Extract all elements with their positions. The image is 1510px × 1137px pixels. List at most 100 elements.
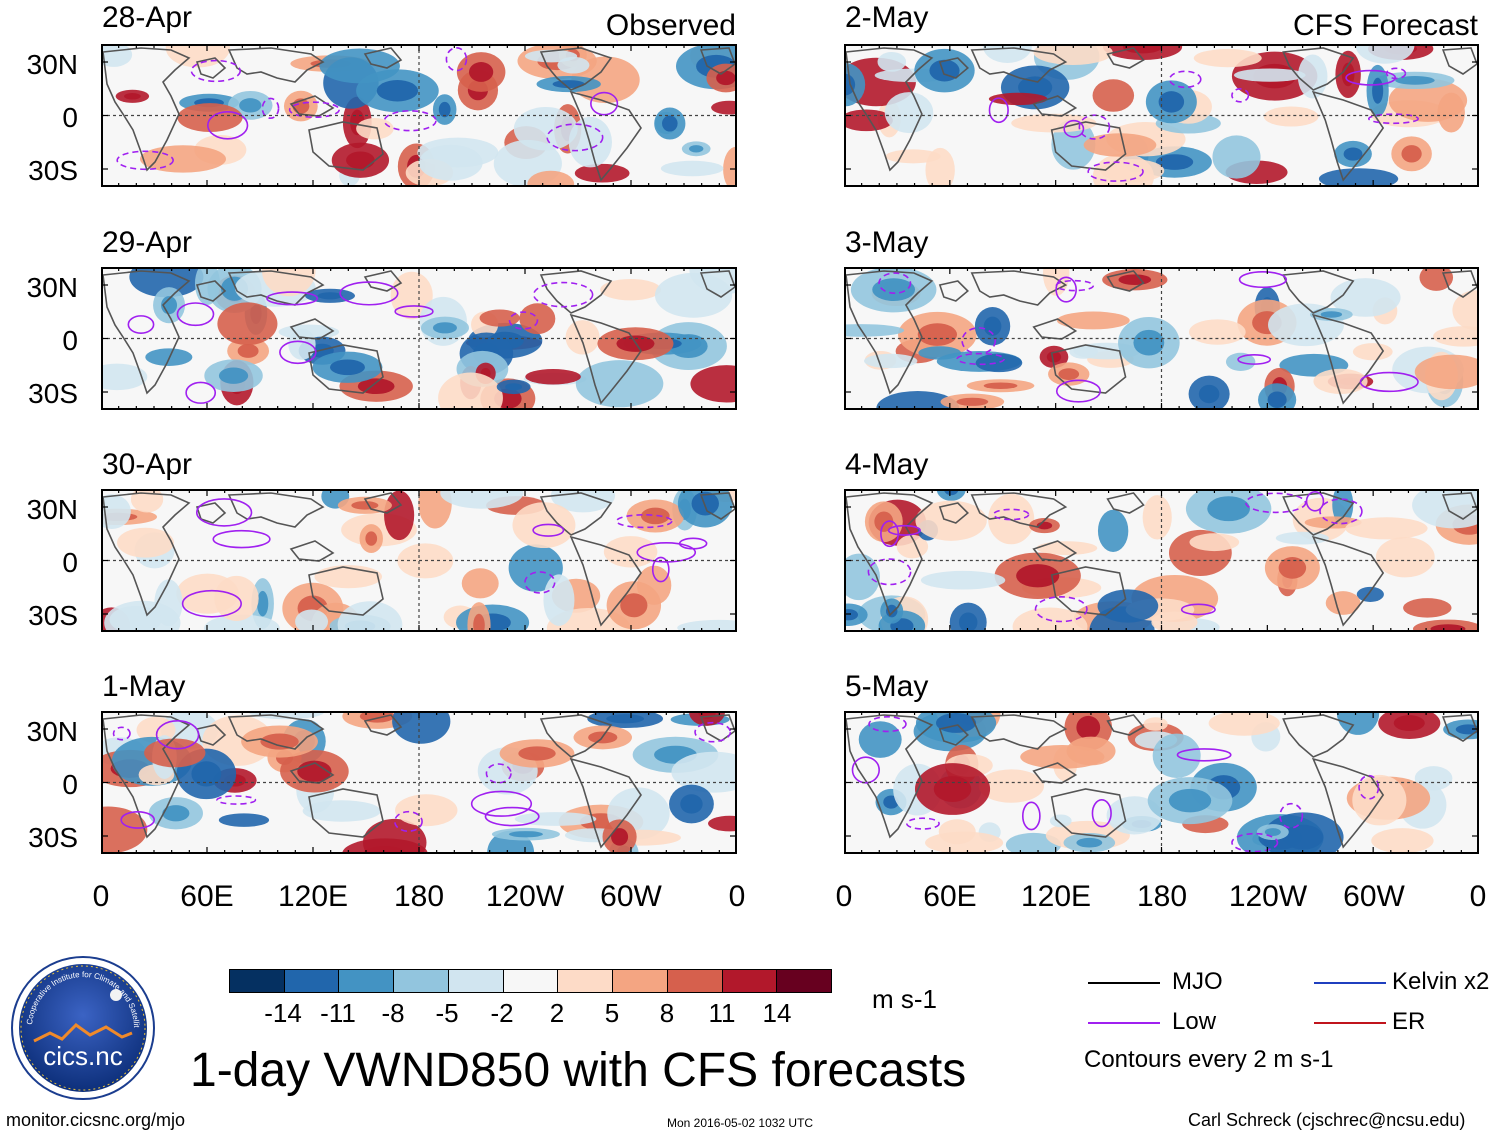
colorbar-tick: 5: [604, 998, 620, 1028]
wind-anomaly-blob: [876, 390, 960, 410]
wind-anomaly-blob: [1233, 68, 1306, 82]
map-panel-30apr: [101, 489, 737, 632]
legend-low-line: [1088, 1022, 1160, 1024]
colorbar-swatch: [503, 970, 559, 992]
colorbar-tick: -2: [490, 998, 514, 1028]
wind-anomaly-blob: [177, 103, 243, 132]
wind-anomaly-blob: [603, 536, 658, 568]
wind-anomaly-blob: [384, 490, 415, 541]
legend-mjo-label: MJO: [1172, 968, 1223, 995]
contour-note: Contours every 2 m s-1: [1084, 1046, 1334, 1073]
wind-anomaly-blob: [319, 48, 400, 84]
wind-anomaly-blob: [844, 109, 893, 132]
wind-anomaly-blob: [1403, 598, 1452, 618]
colorbar-tick: 8: [659, 998, 675, 1028]
wind-anomaly-blob: [362, 818, 427, 854]
lat-label-30s: 30S: [28, 600, 78, 631]
panel-date-29apr: 29-Apr: [102, 226, 193, 259]
wind-anomaly-blob: [101, 494, 131, 529]
colorbar-tick: 14: [762, 998, 792, 1028]
wind-anomaly-blob: [677, 619, 737, 632]
wind-anomaly-blob: [690, 365, 737, 403]
lat-label-30n: 30N: [26, 716, 78, 747]
lat-label-30s: 30S: [28, 822, 78, 853]
wind-anomaly-blob: [1452, 290, 1479, 331]
wind-anomaly-blob: [1143, 717, 1168, 731]
wind-anomaly-blob: [514, 812, 597, 826]
colorbar-units: m s-1: [872, 984, 937, 1014]
legend-er-line: [1314, 1022, 1386, 1024]
wind-anomaly-blob: [1056, 311, 1130, 330]
wind-anomaly-blob: [525, 369, 581, 385]
lon-label-60w: 60W: [600, 880, 662, 913]
wind-anomaly-blob: [129, 267, 204, 298]
lat-label-30s: 30S: [28, 378, 78, 409]
wind-anomaly-blob: [574, 163, 630, 183]
wind-anomaly-blob: [711, 100, 737, 115]
lon-label-180: 180: [393, 880, 445, 913]
colorbar-tick: -8: [381, 998, 405, 1028]
wind-anomaly-blob: [527, 170, 575, 187]
panel-date-4may: 4-May: [845, 448, 929, 481]
lon-label-0: 0: [92, 880, 110, 913]
wind-anomaly-blob: [925, 831, 1004, 854]
wind-anomaly-blob: [1356, 586, 1384, 602]
map-panel-3may: [844, 267, 1479, 410]
map-panel-2may: [844, 44, 1479, 187]
colorbar-swatch: [558, 970, 614, 992]
wind-anomaly-blob: [1083, 133, 1157, 157]
lon-label-120w: 120W: [1228, 880, 1308, 913]
wind-anomaly-blob: [1066, 736, 1116, 766]
panel-date-28apr: 28-Apr: [102, 1, 193, 34]
svg-text:cics.nc: cics.nc: [43, 1041, 122, 1071]
lat-label-eq: 0: [62, 325, 78, 356]
lon-label-360: 0: [1469, 880, 1487, 913]
wind-anomaly-blob: [1352, 343, 1393, 361]
lon-label-60e: 60E: [180, 880, 234, 913]
wind-anomaly-blob: [461, 568, 499, 599]
footer-author: Carl Schreck (cjschrec@ncsu.edu): [1188, 1110, 1466, 1130]
legend-kelvin-line: [1314, 982, 1386, 984]
colorbar-swatch: [448, 970, 504, 992]
colorbar-swatch: [339, 970, 395, 992]
lat-label-eq: 0: [62, 102, 78, 133]
wind-anomaly-blob: [214, 575, 259, 622]
colorbar-tick: -11: [320, 998, 356, 1028]
map-panel-28apr: [101, 44, 737, 187]
wind-anomaly-blob: [337, 601, 403, 632]
panel-date-3may: 3-May: [845, 226, 929, 259]
wind-anomaly-blob: [1049, 814, 1072, 828]
wind-anomaly-blob: [130, 489, 164, 513]
wind-anomaly-blob: [543, 574, 575, 626]
wind-anomaly-blob: [1371, 828, 1434, 854]
wind-anomaly-blob: [723, 146, 737, 187]
wind-anomaly-blob: [295, 609, 329, 632]
cfs-forecast-label: CFS Forecast: [1292, 9, 1478, 42]
wind-anomaly-blob: [708, 815, 737, 832]
wind-anomaly-blob: [392, 711, 451, 744]
wind-anomaly-blob: [918, 346, 962, 360]
wind-anomaly-blob: [204, 614, 280, 632]
footer-timestamp: Mon 2016-05-02 1032 UTC: [667, 1116, 814, 1130]
colorbar-swatch: [613, 970, 668, 992]
legend-kelvin-label: Kelvin x2: [1392, 968, 1490, 995]
wind-anomaly-blob: [1033, 44, 1113, 65]
wind-anomaly-blob: [101, 806, 148, 854]
wind-anomaly-blob: [1011, 113, 1097, 133]
wind-anomaly-blob: [1313, 368, 1368, 394]
wind-anomaly-blob: [248, 711, 325, 720]
figure-title: 1-day VWND850 with CFS forecasts: [190, 1044, 967, 1097]
wind-anomaly-blob: [101, 363, 148, 391]
wind-anomaly-blob: [1414, 354, 1479, 390]
wind-anomaly-blob: [1263, 106, 1319, 127]
wind-anomaly-blob: [884, 92, 934, 134]
wind-anomaly-blob: [139, 145, 227, 173]
wind-anomaly-blob: [1151, 611, 1198, 632]
map-panel-29apr: [101, 267, 737, 410]
wind-anomaly-blob: [1152, 733, 1201, 778]
lon-label-0: 0: [835, 880, 853, 913]
wind-anomaly-blob: [395, 794, 458, 827]
wind-anomaly-blob: [288, 328, 316, 360]
wind-anomaly-blob: [1189, 533, 1240, 552]
wind-anomaly-blob: [1193, 48, 1262, 68]
